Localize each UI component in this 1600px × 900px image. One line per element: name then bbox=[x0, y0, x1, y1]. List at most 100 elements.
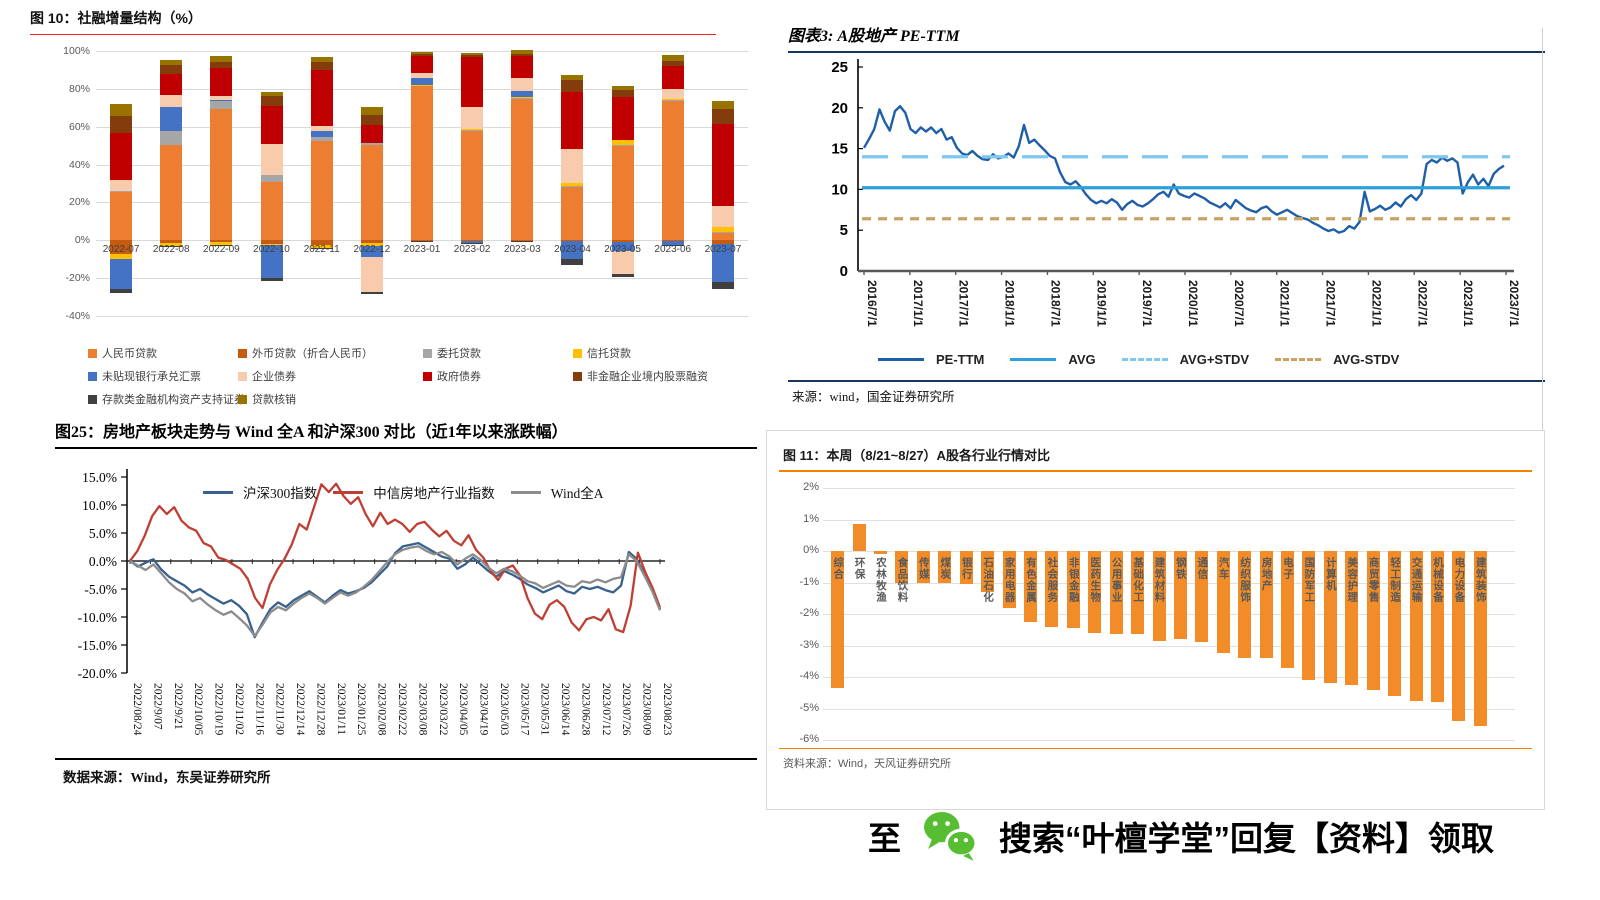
x-axis-tick-label: 2022/10/19 bbox=[213, 683, 225, 736]
stack-segment bbox=[711, 240, 734, 245]
stack-segment bbox=[310, 137, 333, 141]
gridline bbox=[823, 614, 1515, 615]
stack-segment bbox=[611, 145, 634, 241]
stack-segment bbox=[160, 106, 183, 132]
legend-label: 信托贷款 bbox=[587, 348, 631, 360]
x-axis-tick-label: 2023/01/11 bbox=[335, 683, 347, 735]
stack-segment bbox=[310, 69, 333, 126]
stack-segment bbox=[310, 125, 333, 132]
stack-segment bbox=[461, 106, 484, 130]
stack-segment bbox=[210, 68, 233, 97]
legend-item: 沪深300指数 bbox=[203, 482, 317, 502]
x-axis-tick-label: 2021/7/1 bbox=[1324, 280, 1338, 327]
bar bbox=[1045, 551, 1059, 627]
stack-segment bbox=[511, 97, 534, 98]
stack-segment bbox=[611, 86, 634, 91]
stack-segment bbox=[661, 88, 684, 100]
stack-segment bbox=[511, 90, 534, 98]
stack-segment bbox=[360, 291, 383, 295]
stack-segment bbox=[611, 273, 634, 277]
source-text: 数据来源：Wind，东吴证券研究所 bbox=[63, 770, 271, 785]
y-axis-tick-label: -3% bbox=[799, 638, 819, 651]
stack-segment bbox=[360, 115, 383, 125]
x-axis-tick-label: 2023/05/31 bbox=[539, 683, 551, 736]
stack-segment bbox=[210, 101, 233, 109]
x-axis-tick-label: 2019/1/1 bbox=[1094, 280, 1108, 327]
stack-segment bbox=[411, 85, 433, 86]
x-axis-tick-label: 2022/7/1 bbox=[1415, 280, 1429, 327]
x-axis-tick-label: 2023/05/03 bbox=[498, 683, 510, 736]
stack-segment bbox=[360, 142, 383, 145]
series-沪深300指数 bbox=[129, 541, 662, 639]
stack-segment bbox=[461, 130, 484, 241]
stack-segment bbox=[661, 99, 684, 100]
x-axis-tick-label: 2022/9/07 bbox=[151, 683, 163, 730]
stack-segment bbox=[611, 241, 634, 252]
source-text: 来源：wind，国金证券研究所 bbox=[792, 390, 955, 404]
stack-segment bbox=[260, 245, 283, 279]
stack-segment bbox=[511, 98, 534, 241]
stack-segment bbox=[210, 242, 233, 245]
x-axis-tick-label: 2022/11/30 bbox=[274, 683, 286, 735]
x-axis-tick-label: 2018/1/1 bbox=[1003, 280, 1017, 327]
x-axis-tick-label: 2023/05/17 bbox=[518, 683, 530, 736]
stack-segment bbox=[661, 99, 684, 101]
stack-segment bbox=[711, 281, 734, 289]
stack-segment bbox=[611, 90, 634, 97]
footer: 至 搜索“叶檀学堂”回复【资料】领取 bbox=[868, 810, 1494, 862]
bar bbox=[1066, 551, 1080, 629]
y-axis-tick-label: 15.0% bbox=[82, 470, 117, 485]
series-Wind全A bbox=[129, 545, 662, 638]
stack-segment bbox=[461, 54, 484, 58]
x-axis-tick-label: 2023/03/08 bbox=[416, 683, 428, 736]
legend-label: Wind全A bbox=[550, 486, 604, 501]
gridline bbox=[96, 278, 748, 280]
bar bbox=[1131, 551, 1145, 635]
legend-swatch bbox=[423, 371, 432, 381]
stack-segment bbox=[310, 131, 333, 138]
legend-item: AVG bbox=[1010, 352, 1096, 367]
stack-segment bbox=[411, 51, 433, 54]
stack-segment bbox=[561, 148, 584, 183]
gridline bbox=[823, 708, 1515, 710]
footer-text: 搜索“叶檀学堂”回复【资料】领取 bbox=[999, 820, 1494, 857]
legend-label: 人民币贷款 bbox=[102, 348, 157, 360]
stack-segment bbox=[110, 192, 133, 241]
stack-segment bbox=[661, 65, 684, 89]
gridline bbox=[823, 519, 1515, 521]
stack-segment bbox=[160, 243, 183, 247]
legend-item: 未贴现银行承兑汇票 bbox=[88, 368, 238, 384]
y-axis-tick-label: -2% bbox=[799, 607, 819, 619]
x-axis-tick-label: 2023/04/19 bbox=[478, 683, 490, 736]
bar bbox=[938, 551, 952, 583]
title-rule bbox=[779, 470, 1532, 472]
legend-label: AVG bbox=[1068, 352, 1096, 367]
stack-segment bbox=[461, 129, 484, 130]
legend-item: 非金融企业境内股票融资 bbox=[573, 368, 753, 384]
legend-item: 外币贷款（折合人民币） bbox=[238, 345, 423, 361]
legend: 人民币贷款 外币贷款（折合人民币） 委托贷款 信托贷款 未贴现银行承兑汇票 企业债券 政府债… bbox=[88, 345, 756, 407]
legend-swatch bbox=[1010, 358, 1057, 361]
panel-social-financing: 图 10：社融增量结构（%） 100% 80% 60% 40% 20% 0% -20% -40… bbox=[30, 8, 756, 408]
gridline bbox=[96, 51, 748, 52]
stack-segment bbox=[661, 61, 684, 66]
x-axis-tick-label: 2023/7/1 bbox=[1507, 280, 1521, 327]
x-axis-tick-label: 2022-09 bbox=[203, 244, 240, 256]
x-axis-tick-label: 2021/1/1 bbox=[1278, 280, 1292, 327]
x-axis-tick-label: 2022/10/05 bbox=[192, 683, 204, 736]
stack-segment bbox=[511, 240, 534, 242]
industry-bar-plot: 2% 1% 0% -1% -2% -3% -4% -5% -6% 综合 环保 农林牧渔 食品饮料 传媒 煤炭… bbox=[767, 481, 1527, 745]
bar bbox=[1409, 551, 1423, 701]
x-axis-tick-label: 2016/7/1 bbox=[865, 280, 879, 327]
legend-swatch bbox=[1275, 358, 1322, 361]
legend-item: PE-TTM bbox=[878, 352, 984, 367]
y-axis-tick-label: 0% bbox=[803, 544, 819, 556]
bar bbox=[831, 551, 845, 689]
legend-label: 贷款核销 bbox=[252, 394, 296, 406]
stack-segment bbox=[661, 241, 684, 245]
stack-segment bbox=[360, 243, 383, 247]
y-axis-tick-label: -20% bbox=[65, 272, 90, 285]
y-axis-tick-label: 15 bbox=[831, 141, 848, 158]
stack-segment bbox=[661, 244, 684, 246]
